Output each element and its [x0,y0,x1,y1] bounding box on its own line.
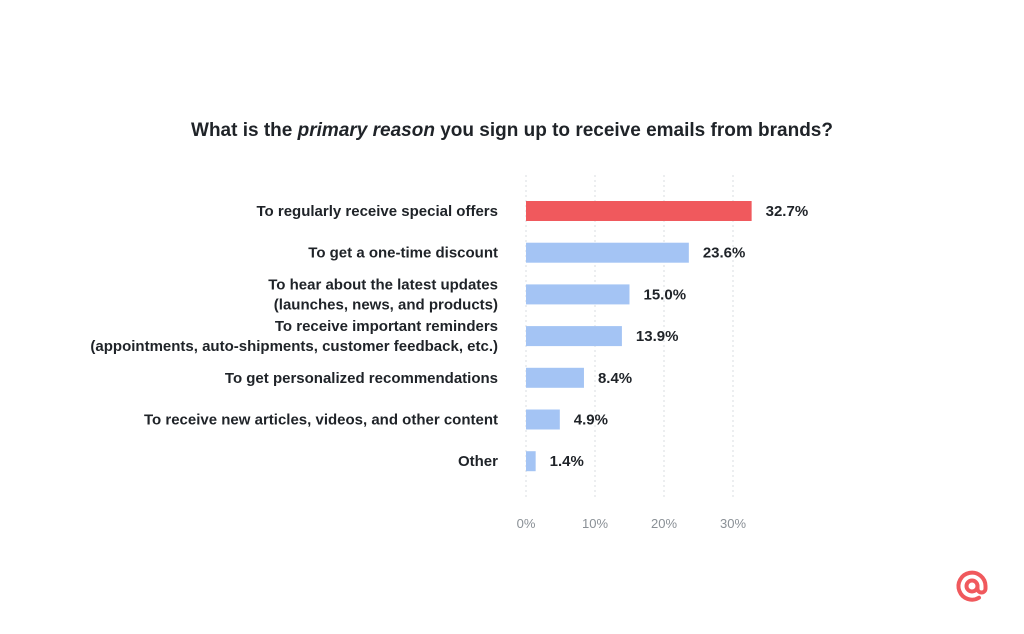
title-part-emphasis: primary reason [297,120,435,141]
bar [526,367,584,388]
bar [526,201,752,221]
category-label: To hear about the latest updates [268,276,498,293]
category-label: Other [458,453,498,470]
x-tick-label: 10% [582,516,608,531]
category-label: (launches, news, and products) [274,296,498,313]
value-label: 4.9% [574,412,608,429]
category-label: To get personalized recommendations [225,370,498,387]
x-tick-label: 20% [651,516,677,531]
value-label: 13.9% [636,328,679,345]
value-label: 8.4% [598,370,632,387]
category-label: To get a one-time discount [308,245,498,262]
category-label: To receive important reminders [275,318,498,335]
bar [526,284,630,305]
category-label: To receive new articles, videos, and oth… [144,412,498,429]
at-sign-icon [956,570,988,602]
value-label: 15.0% [644,286,687,303]
value-label: 32.7% [766,203,809,220]
x-tick-label: 30% [720,516,746,531]
bar [526,242,689,263]
value-label: 23.6% [703,245,746,262]
category-label: (appointments, auto-shipments, customer … [90,338,498,355]
x-tick-label: 0% [517,516,536,531]
bar [526,409,560,430]
title-part-2: you sign up to receive emails from brand… [434,120,833,141]
bar [526,326,622,347]
bar [526,451,536,472]
chart-title: What is the primary reason you sign up t… [0,120,1024,142]
value-label: 1.4% [550,453,584,470]
title-part-1: What is the [191,120,298,141]
category-label: To regularly receive special offers [256,203,498,220]
